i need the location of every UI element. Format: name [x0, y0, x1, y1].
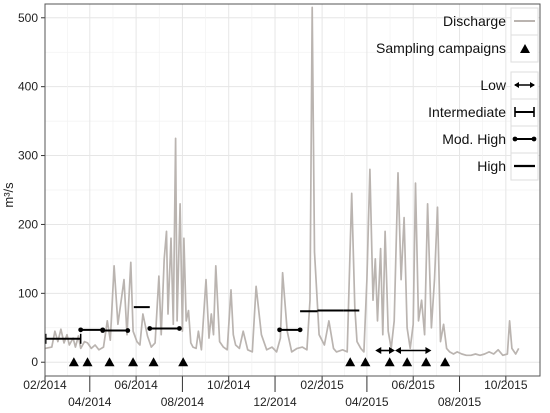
sampling-campaign-triangle [421, 357, 432, 367]
legend-label-high: High [477, 158, 506, 174]
discharge-line [44, 6, 520, 357]
bar-right-arrowhead [425, 347, 432, 355]
axes: 010020030040050002/201404/201406/201408/… [18, 3, 541, 409]
bar-intermediate [45, 333, 82, 344]
x-tick-label: 08/2014 [161, 395, 205, 409]
x-tick-label: 06/2015 [392, 378, 436, 392]
sampling-campaign-triangle [82, 357, 93, 367]
sampling-campaign-triangle [68, 357, 79, 367]
legend-label-sampling: Sampling campaigns [376, 40, 506, 56]
bar-left-dot [147, 326, 153, 331]
legend-label-low: Low [480, 77, 507, 93]
x-tick-label: 02/2014 [23, 378, 67, 392]
sampling-campaign-triangle [384, 357, 395, 367]
bar-low [394, 347, 432, 355]
flow-category-bars [45, 306, 432, 355]
legend-label-intermediate: Intermediate [428, 104, 506, 120]
legend: Discharge Sampling campaigns Low Interme… [376, 7, 539, 181]
sampling-campaign-triangle [104, 357, 115, 367]
x-tick-label: 04/2015 [345, 395, 389, 409]
bar-mod-high [147, 326, 182, 331]
bar-low [375, 347, 395, 355]
sampling-campaign-triangle [178, 357, 189, 367]
x-tick-label: 08/2015 [438, 395, 482, 409]
legend-label-discharge: Discharge [443, 13, 506, 29]
y-tick-label: 200 [18, 217, 38, 231]
bar-right-dot [297, 327, 303, 333]
discharge-series [44, 6, 520, 357]
y-tick-label: 500 [18, 11, 38, 25]
sampling-campaign-triangle [360, 357, 371, 367]
bar-left-arrowhead [394, 347, 401, 355]
sampling-campaign-triangle [148, 357, 159, 367]
x-tick-label: 12/2014 [253, 395, 297, 409]
y-tick-label: 300 [18, 149, 38, 163]
bar-right-arrowhead [388, 347, 395, 355]
bar-left-arrowhead [375, 347, 382, 355]
plot-border [44, 3, 541, 377]
bar-left-dot [100, 328, 106, 333]
sampling-campaign-triangle [402, 357, 413, 367]
legend-key-capped-bar-icon [514, 107, 535, 117]
x-tick-label: 10/2014 [207, 378, 251, 392]
sampling-campaign-triangle [345, 357, 356, 367]
sampling-campaign-triangle [440, 357, 451, 367]
sampling-campaign-markers [68, 357, 451, 367]
y-tick-label: 100 [18, 286, 38, 300]
y-axis-title: m³/s [1, 182, 16, 208]
x-tick-label: 06/2014 [114, 378, 158, 392]
bar-right-dot [176, 326, 182, 331]
sampling-campaign-triangle [128, 357, 139, 367]
y-tick-label: 0 [31, 355, 38, 369]
y-tick-label: 400 [18, 80, 38, 94]
bar-mod-high [100, 328, 131, 333]
x-tick-label: 04/2014 [68, 395, 112, 409]
x-tick-label: 02/2015 [300, 378, 344, 392]
bar-left-dot [78, 327, 84, 333]
bar-mod-high [277, 327, 303, 333]
legend-key-double-arrow-icon [514, 82, 535, 88]
legend-key-dot-bar-icon [512, 136, 537, 142]
legend-label-mod-high: Mod. High [442, 131, 506, 147]
legend-key-triangle-icon [520, 44, 530, 53]
bar-left-dot [277, 327, 282, 333]
bar-right-dot [125, 328, 131, 333]
x-tick-label: 10/2015 [484, 378, 528, 392]
